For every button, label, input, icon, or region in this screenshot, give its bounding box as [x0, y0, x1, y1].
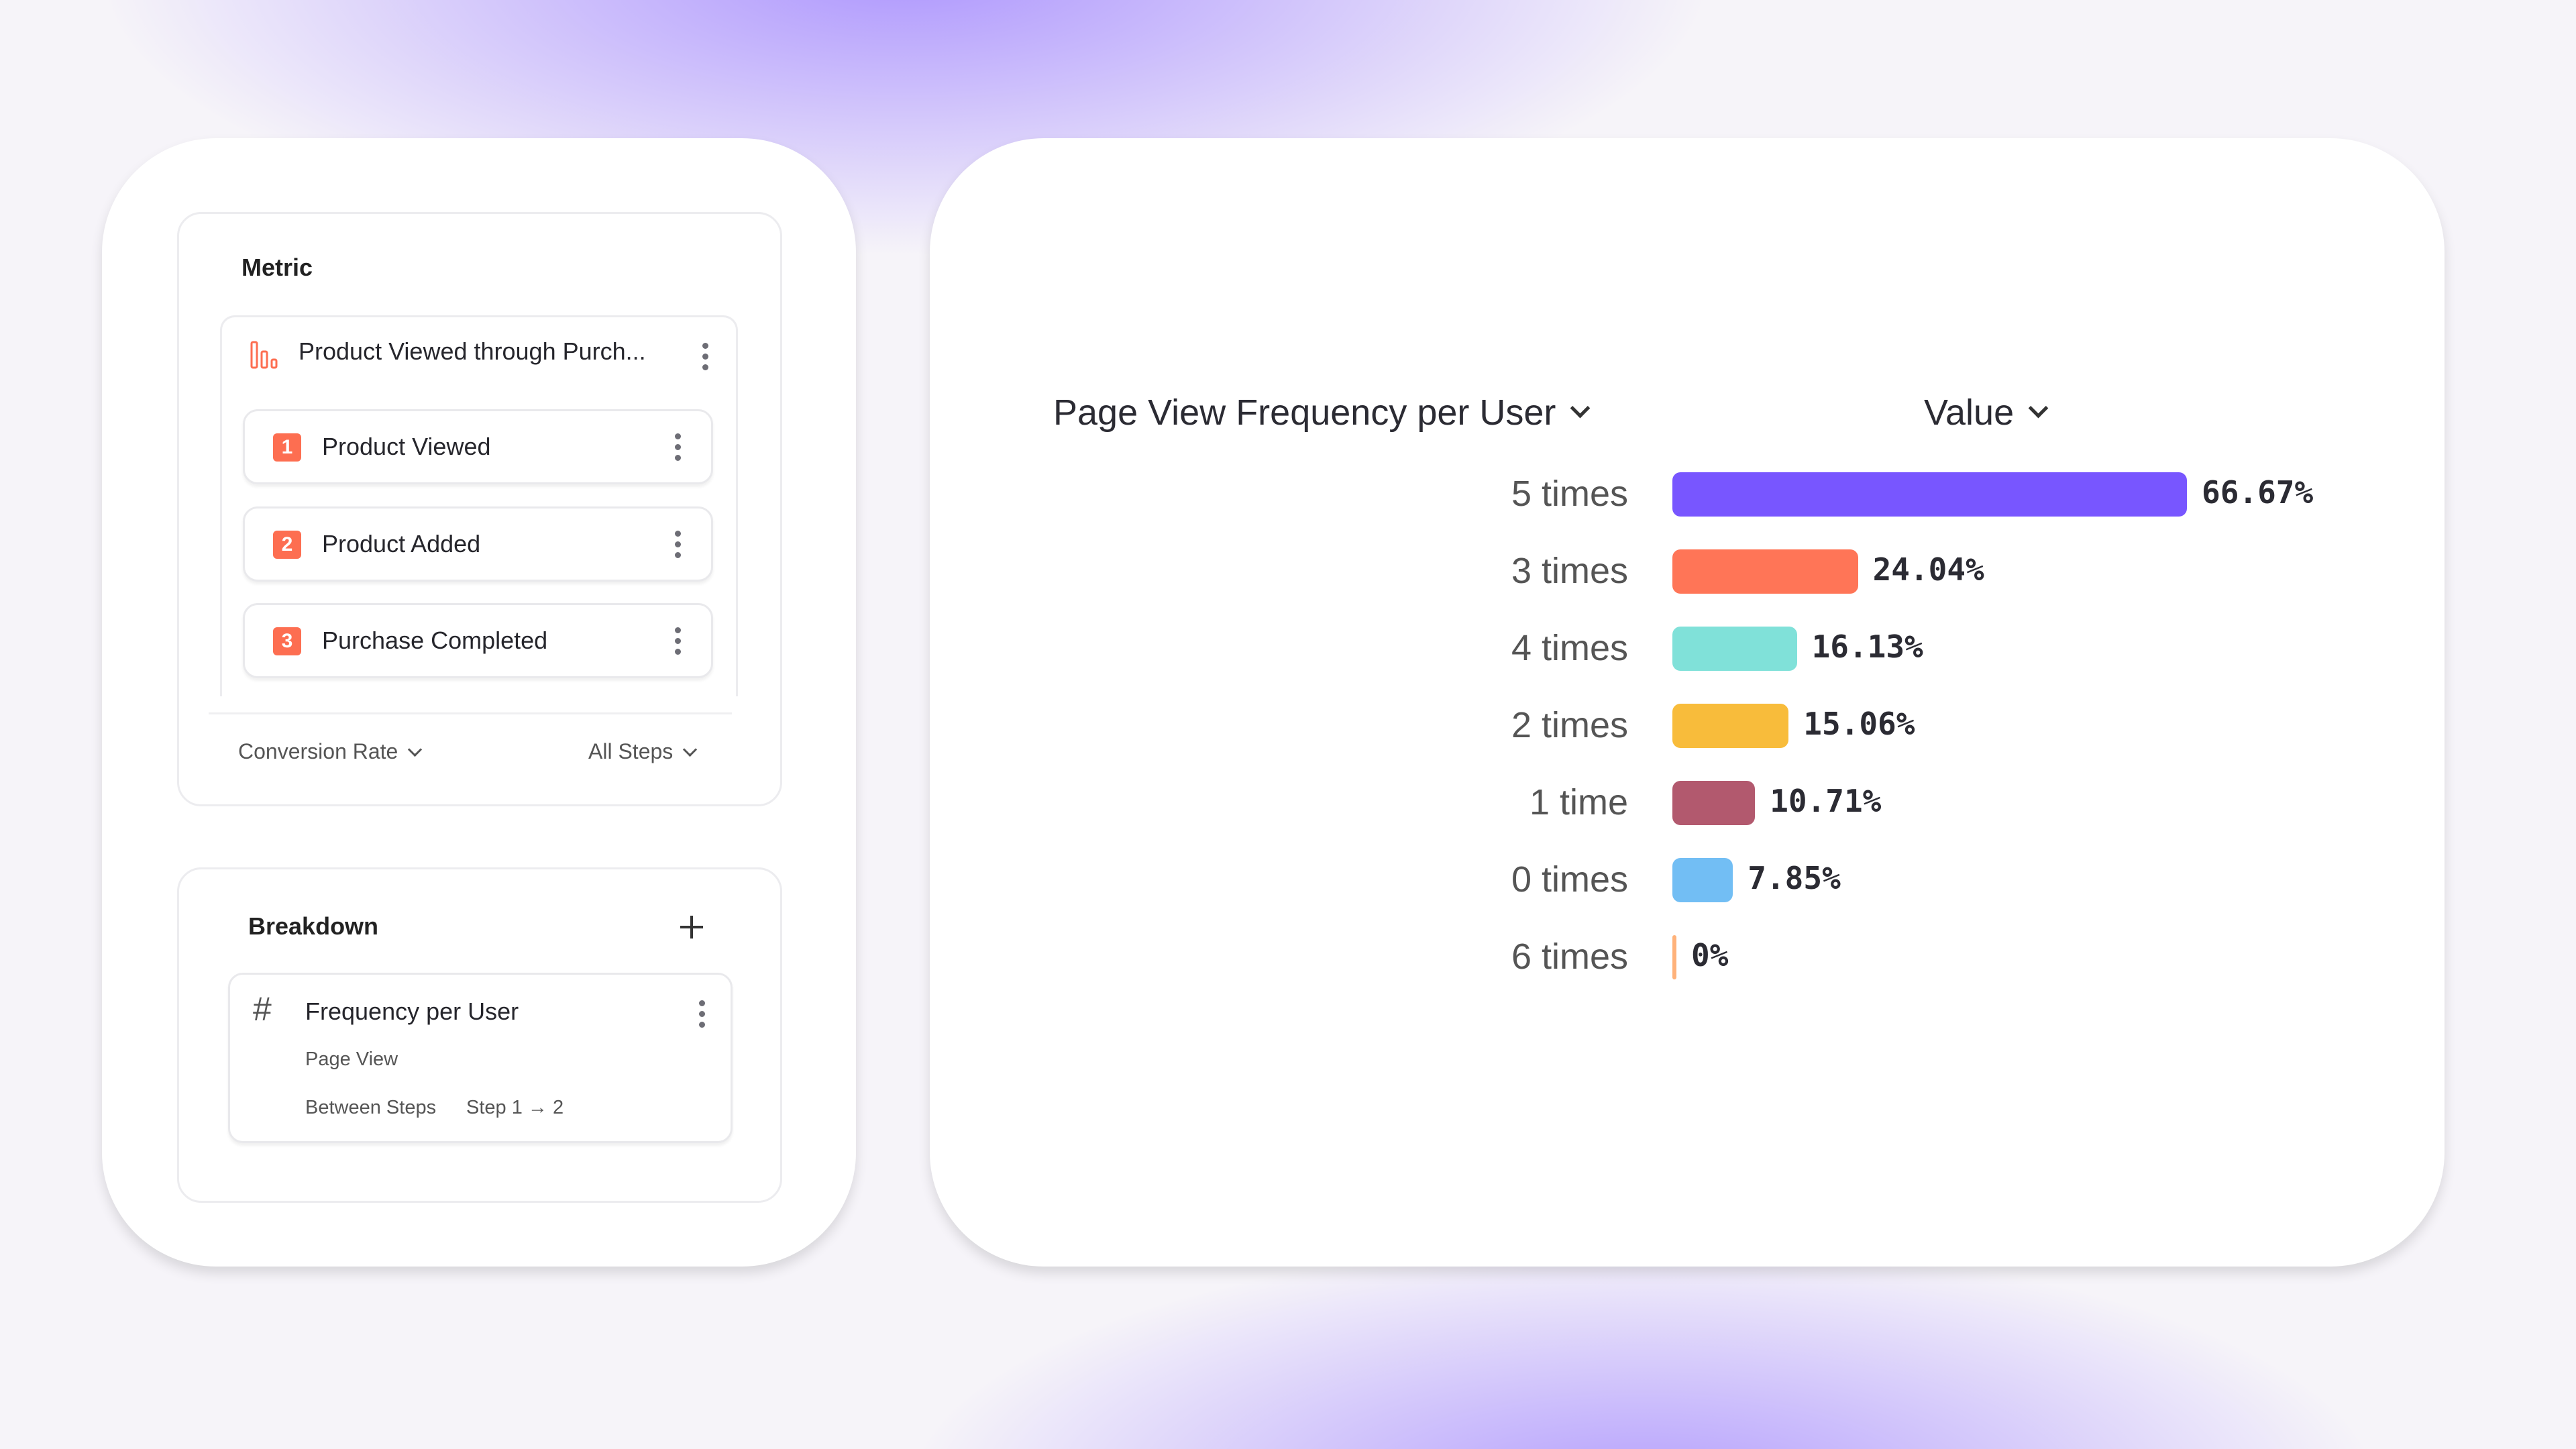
value-header-label: Value: [1924, 392, 2015, 433]
steps-dropdown[interactable]: All Steps: [588, 739, 698, 764]
step-more-icon[interactable]: [674, 433, 681, 461]
value-label: 15.06%: [1803, 706, 1915, 742]
value-label: 66.67%: [2202, 474, 2314, 511]
funnel-more-icon[interactable]: [702, 343, 708, 370]
step-number-badge: 2: [273, 531, 301, 559]
step-label: Product Viewed: [322, 433, 491, 460]
breakdown-heading: Breakdown: [248, 912, 379, 940]
category-label: 4 times: [1511, 628, 1628, 668]
breakdown-scope-value: Step 1 → 2: [466, 1097, 564, 1118]
chevron-down-icon: [2028, 398, 2049, 419]
bar[interactable]: [1672, 935, 1676, 979]
category-header-dropdown[interactable]: Page View Frequency per User: [1053, 392, 1591, 433]
category-label: 2 times: [1511, 705, 1628, 745]
step-label: Purchase Completed: [322, 627, 548, 654]
chart-panel: [930, 138, 2445, 1267]
value-label: 16.13%: [1811, 629, 1923, 665]
category-label: 0 times: [1511, 859, 1628, 900]
breakdown-event: Page View: [305, 1049, 398, 1070]
value-header-dropdown[interactable]: Value: [1924, 392, 2049, 433]
breakdown-item-title: Frequency per User: [305, 998, 519, 1025]
funnel-metric-card[interactable]: Product Viewed through Purch...: [220, 315, 738, 696]
bar[interactable]: [1672, 627, 1797, 671]
step-card[interactable]: 3 Purchase Completed: [243, 603, 713, 678]
measure-dropdown-label: Conversion Rate: [238, 739, 398, 763]
category-label: 6 times: [1511, 936, 1628, 977]
bar[interactable]: [1672, 781, 1756, 825]
add-breakdown-button[interactable]: [680, 914, 707, 941]
step-more-icon[interactable]: [674, 627, 681, 655]
bar[interactable]: [1672, 549, 1858, 594]
category-label: 3 times: [1511, 551, 1628, 591]
value-label: 7.85%: [1748, 860, 1841, 896]
breakdown-scope-label: Between Steps: [305, 1097, 437, 1118]
bar[interactable]: [1672, 858, 1733, 902]
category-label: 5 times: [1511, 474, 1628, 514]
step-card[interactable]: 2 Product Added: [243, 506, 713, 582]
value-label: 0%: [1691, 937, 1729, 973]
step-number-badge: 1: [273, 433, 301, 462]
step-card[interactable]: 1 Product Viewed: [243, 409, 713, 484]
divider: [209, 712, 732, 714]
breakdown-item-card[interactable]: # Frequency per User Page View Between S…: [228, 973, 733, 1143]
funnel-bars-icon: [250, 341, 278, 369]
chevron-down-icon: [408, 742, 423, 757]
category-label: 1 time: [1529, 782, 1628, 822]
step-more-icon[interactable]: [674, 531, 681, 558]
step-label: Product Added: [322, 530, 481, 557]
hash-icon: #: [253, 990, 272, 1028]
bar[interactable]: [1672, 472, 2187, 517]
steps-dropdown-label: All Steps: [588, 739, 674, 763]
category-header-label: Page View Frequency per User: [1053, 392, 1556, 433]
step-number-badge: 3: [273, 627, 301, 655]
funnel-title: Product Viewed through Purch...: [299, 337, 646, 365]
breakdown-more-icon[interactable]: [698, 1000, 705, 1028]
bar[interactable]: [1672, 704, 1789, 748]
chevron-down-icon: [1570, 398, 1591, 419]
measure-dropdown[interactable]: Conversion Rate: [238, 739, 423, 764]
value-label: 24.04%: [1872, 551, 1984, 588]
chevron-down-icon: [683, 742, 698, 757]
value-label: 10.71%: [1770, 783, 1882, 819]
metric-heading: Metric: [241, 254, 313, 281]
